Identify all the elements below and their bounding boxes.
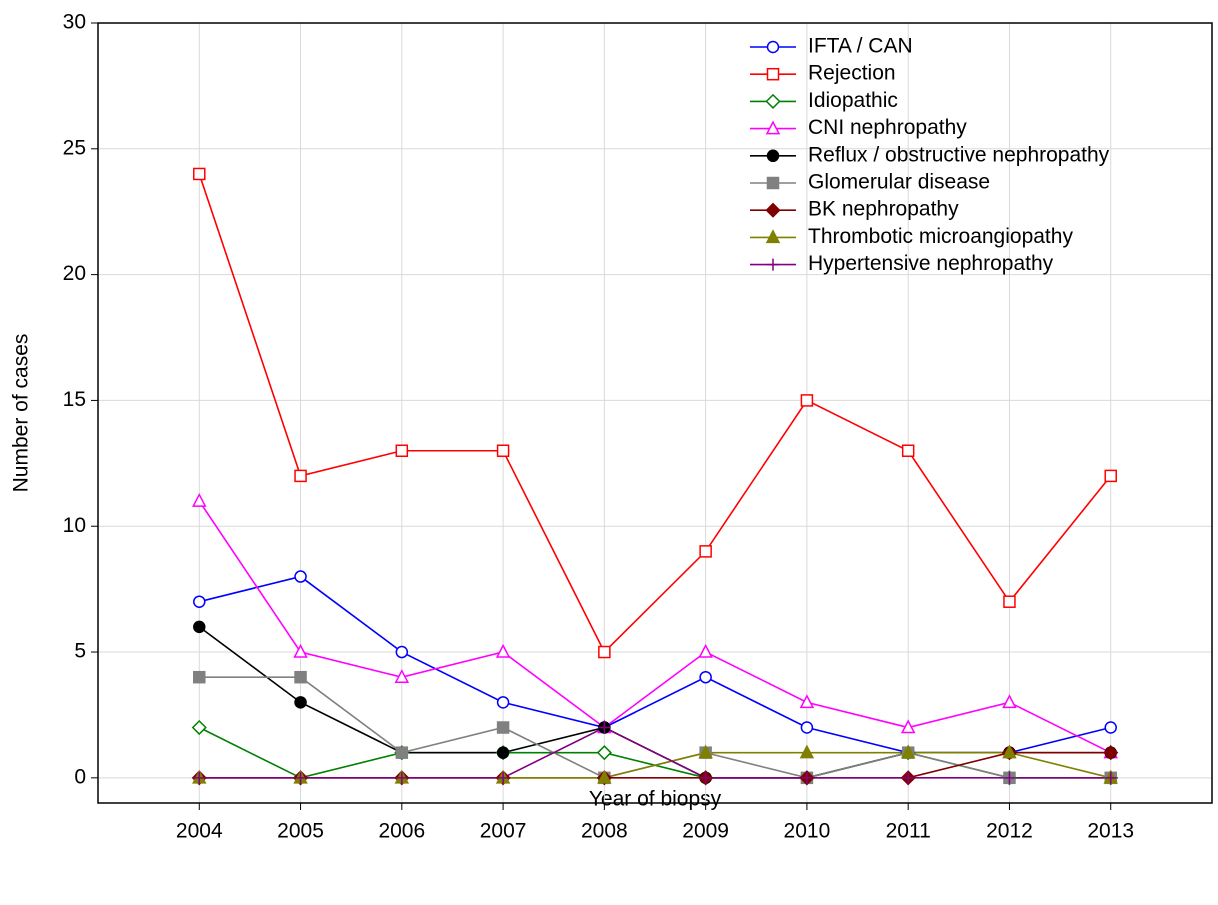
marker [294,696,307,709]
marker [699,670,712,684]
marker [766,67,780,81]
marker [765,202,781,218]
marker [1103,745,1119,761]
marker [902,771,915,784]
marker [1104,721,1117,734]
y-axis-label: Number of cases [10,334,33,493]
marker [900,719,916,734]
marker [294,570,307,583]
x-tick-label: 2013 [1087,820,1134,843]
legend-label: Glomerular disease [808,171,990,194]
marker [698,643,713,658]
x-tick-label: 2011 [886,820,931,843]
legend-label: BK nephropathy [808,198,959,221]
y-tick-label: 0 [74,765,86,788]
marker [766,40,780,54]
y-tick-label: 25 [63,136,86,159]
legend-label: IFTA / CAN [808,35,913,58]
x-tick-label: 2005 [277,820,324,843]
marker [395,771,408,784]
x-tick-label: 2009 [682,820,729,843]
series-line [199,575,1111,754]
y-tick-label: 10 [63,514,86,537]
marker [193,771,206,784]
marker [293,643,308,658]
marker [1104,469,1117,483]
marker [193,670,206,684]
marker [395,444,409,457]
marker [765,229,781,244]
marker [766,176,780,190]
marker [698,744,713,759]
x-tick-label: 2008 [581,820,628,843]
marker [597,769,612,784]
marker [294,469,307,483]
y-tick-label: 15 [63,388,86,411]
marker [765,93,781,109]
legend: IFTA / CAN Rejection Idiopathic CNI nephrop… [750,35,1110,275]
series-line [198,500,1112,754]
marker [901,444,915,457]
marker [1104,771,1117,784]
x-tick-label: 2006 [378,820,425,843]
x-tick-label: 2004 [176,820,223,843]
marker [294,771,307,784]
legend-label: Rejection [808,62,896,85]
marker [900,744,916,759]
marker [800,771,813,784]
marker [598,721,611,734]
marker [495,643,511,658]
marker [294,670,307,684]
series-line [199,676,1111,779]
marker [699,771,712,784]
series-line [198,173,1112,654]
marker [193,620,206,634]
marker [395,645,409,659]
marker [766,149,780,163]
marker [496,746,510,759]
marker [497,771,510,784]
plot-frame [97,22,1213,804]
legend-label: Idiopathic [808,89,898,112]
series-line [199,751,1111,779]
marker [800,394,814,407]
marker [193,595,206,608]
marker [395,746,409,759]
marker [496,721,510,734]
x-axis-label: Year of biopsy [589,788,722,811]
marker [598,645,611,659]
marker [596,745,612,761]
marker [1003,771,1016,784]
marker [1002,694,1017,709]
y-tick-label: 20 [63,262,86,285]
marker [1003,595,1016,608]
legend-label: CNI nephropathy [808,116,967,139]
marker [193,167,206,181]
series-line [199,726,1111,779]
marker [799,694,815,709]
marker [394,669,410,683]
x-tick-label: 2010 [784,820,831,843]
marker [765,120,781,135]
marker [767,258,779,271]
marker [191,719,207,736]
legend-label: Hypertensive nephropathy [808,252,1054,275]
x-tick-label: 2012 [986,820,1033,843]
y-tick-label: 30 [63,11,86,34]
marker [1002,744,1017,759]
y-tick-label: 5 [74,640,86,663]
legend-label: Thrombotic microangiopathy [808,225,1073,248]
marker [496,444,510,457]
legend-label: Reflux / obstructive nephropathy [808,143,1110,166]
marker [496,696,510,709]
marker [800,721,814,734]
marker [192,492,207,507]
x-tick-label: 2007 [480,820,527,843]
marker [699,545,712,558]
marker [799,744,815,759]
